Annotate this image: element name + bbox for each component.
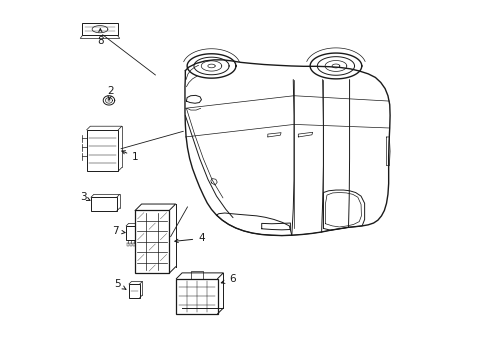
Bar	[126, 226, 144, 239]
Text: 8: 8	[97, 29, 103, 46]
Text: 7: 7	[112, 226, 125, 236]
Bar	[91, 197, 117, 211]
Text: 5: 5	[114, 279, 126, 289]
Text: 1: 1	[122, 151, 139, 162]
Text: 2: 2	[107, 86, 113, 99]
Bar	[129, 284, 140, 298]
Bar	[86, 130, 118, 171]
Bar	[176, 279, 217, 314]
Bar	[135, 211, 169, 273]
Text: 6: 6	[221, 274, 235, 284]
Text: 3: 3	[80, 192, 90, 202]
Text: 4: 4	[175, 233, 204, 243]
Bar	[82, 23, 117, 36]
